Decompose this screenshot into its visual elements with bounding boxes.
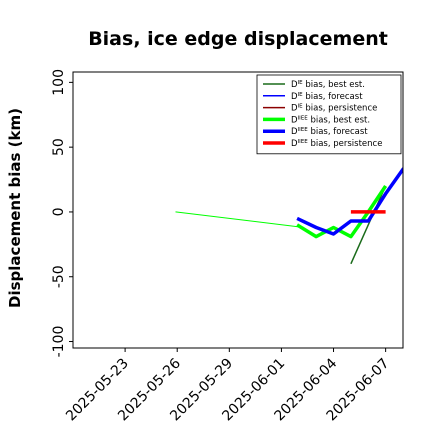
legend-frame — [256, 74, 402, 155]
y-tick-label: -50 — [51, 265, 67, 288]
legend-label: DIIEE bias, persistence — [291, 139, 382, 149]
y-axis: 100 50 0 -50 -100 — [51, 69, 73, 357]
x-axis: 2025-05-232025-05-262025-05-292025-06-01… — [63, 348, 392, 424]
legend-label: DIE bias, best est. — [291, 80, 365, 90]
legend-label: DIE bias, persistence — [291, 104, 377, 114]
y-tick-label: -100 — [51, 326, 67, 358]
series-line-4 — [296, 185, 388, 239]
legend-label: DIIEE bias, best est. — [291, 115, 370, 125]
plot-area — [175, 166, 403, 265]
legend: DIE bias, best est. DIE bias, forecast DIE… — [256, 74, 402, 155]
legend-label: DIE bias, forecast — [291, 92, 363, 102]
legend-label: DIIEE bias, forecast — [291, 127, 368, 137]
y-axis-label: Displacement bias (km) — [6, 108, 24, 308]
y-tick-label: 100 — [51, 69, 67, 96]
plot-frame — [72, 71, 404, 349]
chart-title: Bias, ice edge displacement — [88, 28, 388, 50]
y-tick-label: 50 — [51, 138, 67, 156]
series-line-3 — [175, 211, 305, 228]
y-tick-label: 0 — [51, 207, 67, 216]
series-line-0 — [350, 185, 387, 265]
series-line-5 — [296, 166, 403, 236]
